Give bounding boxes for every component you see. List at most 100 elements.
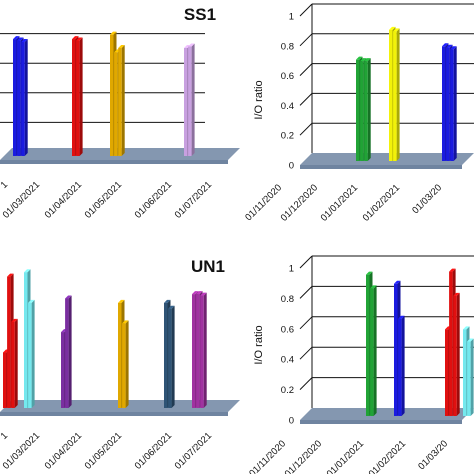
bar-front (118, 302, 122, 408)
bar (11, 318, 18, 408)
y-tick-label: 0.8 (281, 294, 294, 305)
bar-front (356, 59, 360, 161)
gridline-diagonal (299, 286, 313, 299)
bar-side (31, 299, 35, 408)
bar-front (13, 39, 17, 156)
bar-front (360, 61, 364, 161)
y-tick-label: 0.8 (281, 41, 294, 52)
bar-top (168, 305, 175, 309)
bar-top (110, 31, 117, 35)
bar-top (442, 43, 449, 47)
bar-top (366, 271, 373, 275)
x-tick-label: 01/04/2021 (43, 179, 84, 220)
bar-front (453, 295, 457, 416)
x-tick-label: 01/05/2021 (83, 430, 124, 471)
x-tick-label: 01/12/2020 (279, 182, 320, 223)
bar-front (110, 34, 114, 156)
bar-front (445, 329, 449, 416)
bar-front (24, 272, 28, 408)
x-tick-label: 01/02/2021 (367, 438, 408, 474)
bar-side (14, 318, 18, 408)
bar-top (76, 37, 83, 41)
bar-front (450, 49, 454, 161)
bar-front (164, 302, 168, 408)
bar-front (366, 274, 370, 416)
bar-side (171, 305, 175, 408)
x-tick-label: 01/02/2021 (361, 182, 402, 223)
chart-floor-front (0, 160, 228, 164)
bar-front (114, 52, 118, 156)
bar (76, 37, 83, 157)
bar-top (370, 285, 377, 289)
bar-side (125, 320, 129, 408)
y-tick-label: 0.2 (281, 385, 294, 396)
panel-title: UN1 (191, 257, 225, 276)
bar-side (373, 285, 377, 416)
bar-top (118, 299, 125, 303)
bar-top (389, 26, 396, 30)
bar (28, 299, 35, 408)
bar (188, 43, 195, 157)
bar-top (449, 268, 456, 272)
chart-panel-top-right: 0 0.2 0.4 0.6 0.8 1 I/O ratio 01/11/202001/12/2… (243, 3, 474, 224)
y-axis-label: I/O ratio (253, 325, 265, 364)
bar (393, 28, 400, 162)
bar-side (24, 39, 28, 156)
bar-front (394, 283, 398, 416)
bar-top (164, 299, 171, 303)
bar-top (7, 273, 14, 277)
y-axis-label: I/O ratio (253, 80, 265, 119)
bar (200, 292, 207, 408)
y-tick-label: 0.6 (281, 324, 294, 335)
bar-side (79, 37, 83, 157)
bar-top (21, 39, 28, 43)
chart-floor (300, 408, 474, 420)
bar-top (200, 292, 207, 296)
bar-front (7, 276, 11, 408)
x-tick-label: 01/06/2021 (133, 179, 174, 220)
bar-side (367, 58, 371, 161)
gridline-diagonal (299, 255, 313, 269)
bar-top (394, 280, 401, 284)
bar-side (121, 44, 125, 156)
bar-top (17, 37, 24, 41)
bar (453, 292, 460, 416)
bar (118, 44, 125, 156)
chart-floor-front (300, 165, 462, 169)
x-tick-label: 01/03/20 (416, 438, 450, 472)
bar-front (364, 61, 368, 161)
gridline-diagonal (299, 122, 313, 136)
bar-front (168, 308, 172, 408)
bar-top (393, 28, 400, 32)
y-tick-label: 0.4 (281, 355, 294, 366)
bar-top (360, 58, 367, 62)
x-tick-label: 1 (0, 430, 10, 442)
x-tick-label: 1 (0, 179, 10, 191)
bar-front (398, 318, 402, 416)
bar-front (65, 298, 69, 408)
bar-front (370, 288, 374, 416)
bar-front (196, 294, 200, 408)
gridline-diagonal (299, 93, 313, 106)
x-tick-label: 01/11/2020 (243, 182, 284, 223)
gridline-diagonal (299, 377, 313, 390)
bar-side (203, 292, 207, 408)
bar (370, 285, 377, 416)
bar (65, 295, 72, 408)
bar (168, 305, 175, 408)
bar-front (122, 323, 126, 408)
bar-front (28, 302, 32, 408)
gridline-diagonal (299, 3, 313, 17)
x-tick-label: 01/03/20 (410, 182, 444, 216)
bar-front (192, 294, 196, 408)
bar-side (470, 338, 474, 416)
x-tick-label: 01/07/2021 (173, 430, 214, 471)
bar-top (450, 46, 457, 50)
bar-top (24, 269, 31, 273)
x-tick-label: 01/01/2021 (319, 182, 360, 223)
gridline-diagonal (299, 33, 313, 47)
bar-front (72, 39, 76, 156)
bar-front (442, 46, 446, 161)
bar-side (396, 28, 400, 162)
bar-top (28, 299, 35, 303)
